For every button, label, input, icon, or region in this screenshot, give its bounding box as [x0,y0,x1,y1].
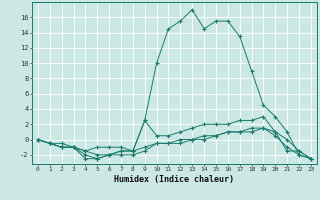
X-axis label: Humidex (Indice chaleur): Humidex (Indice chaleur) [115,175,234,184]
